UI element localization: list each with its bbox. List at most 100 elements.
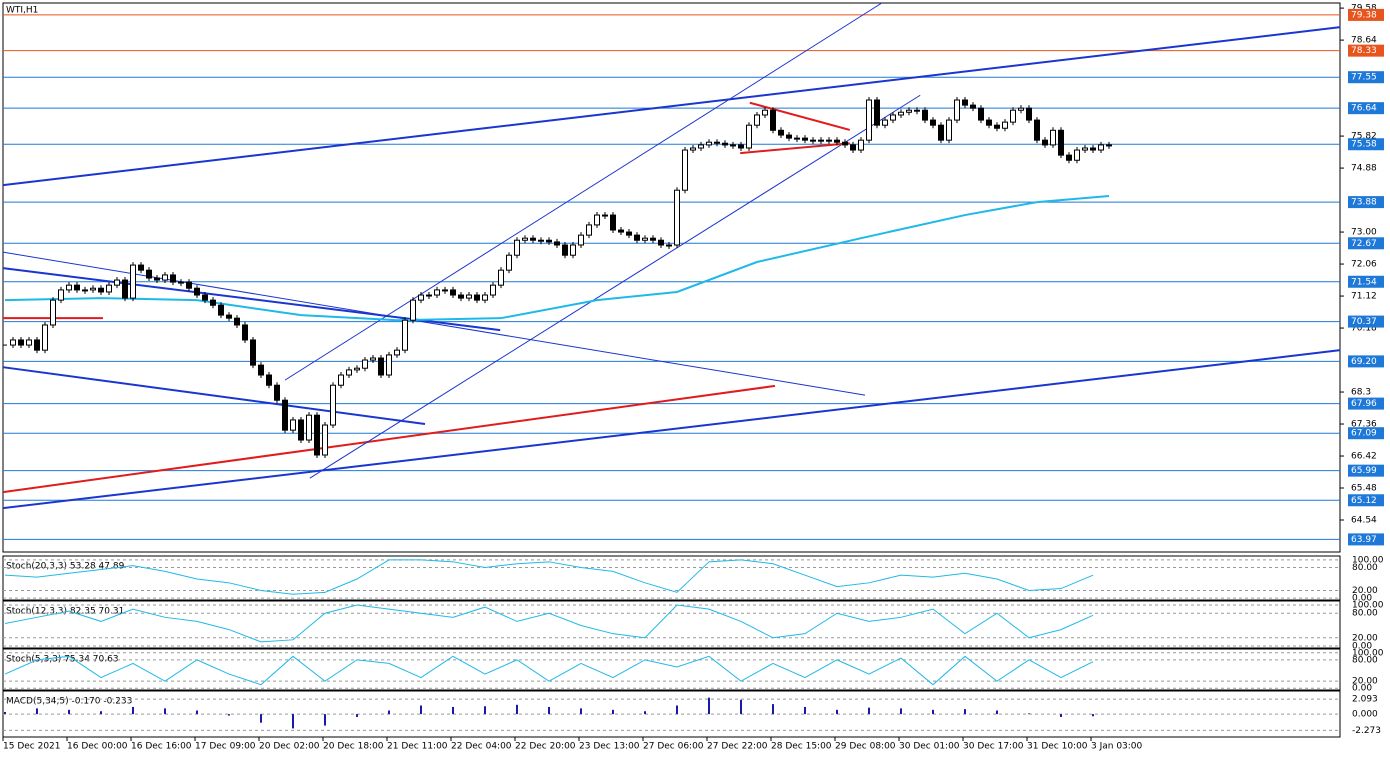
level-label: 65.99: [1351, 466, 1377, 476]
trend-line: [2, 26, 1341, 187]
candle: [218, 304, 224, 316]
candle: [866, 99, 872, 141]
level-tag: [1348, 44, 1384, 57]
panel-title: MACD(5,34,5) -0.170 -0.233: [6, 697, 132, 707]
candle: [434, 289, 440, 296]
x-tick-label: 22 Dec 04:00: [451, 742, 512, 752]
histogram-bar: [196, 710, 198, 715]
histogram-bar: [4, 711, 6, 715]
candle: [538, 239, 544, 242]
candle: [346, 369, 352, 376]
candle: [226, 314, 232, 319]
candle: [1034, 119, 1040, 141]
candle: [58, 289, 64, 301]
candle: [322, 424, 328, 456]
candle: [698, 144, 704, 149]
x-tick-label: 16 Dec 00:00: [67, 742, 128, 752]
level-tag: [1348, 8, 1384, 21]
x-tick-label: 20 Dec 18:00: [323, 742, 384, 752]
candle: [874, 99, 880, 126]
level-tag: [1348, 397, 1384, 410]
histogram-bar: [580, 708, 582, 715]
histogram-bar: [36, 708, 38, 715]
candle: [530, 237, 536, 241]
y-tick-label: 71.12: [1351, 292, 1377, 302]
candle: [138, 264, 144, 271]
candle: [362, 359, 368, 369]
candle: [394, 349, 400, 356]
candle: [818, 139, 824, 142]
x-tick-label: 21 Dec 11:00: [387, 742, 448, 752]
x-tick-label: 27 Dec 06:00: [643, 742, 704, 752]
x-tick-label: 29 Dec 08:00: [835, 742, 896, 752]
chart-title: WTI,H1: [6, 6, 38, 16]
histogram-bar: [420, 705, 422, 715]
candle: [610, 214, 616, 231]
candle: [746, 124, 752, 149]
trend-line: [309, 94, 921, 479]
x-tick-label: 22 Dec 20:00: [515, 742, 576, 752]
candle: [170, 274, 176, 283]
histogram-bar: [772, 704, 774, 715]
candle: [954, 99, 960, 121]
candle: [266, 374, 272, 386]
y-tick-label: 64.54: [1351, 516, 1377, 526]
panel-tick-label: 20.00: [1352, 633, 1378, 643]
candle: [282, 399, 288, 431]
histogram-bar: [676, 705, 678, 715]
oscillator-line: [4, 604, 1094, 643]
level-tag: [1348, 71, 1384, 84]
candle: [562, 244, 568, 256]
candle: [810, 139, 816, 142]
candle: [210, 299, 216, 306]
candle: [122, 279, 128, 299]
histogram-bar: [740, 699, 742, 715]
candle: [426, 294, 432, 297]
panel-tick-label: 0.000: [1352, 710, 1378, 720]
x-tick-label: 20 Dec 02:00: [259, 742, 320, 752]
candle: [154, 277, 160, 281]
y-tick-label: 70.18: [1351, 324, 1377, 334]
level-label: 79.38: [1351, 10, 1377, 20]
histogram-bar: [132, 706, 134, 715]
histogram-bar: [644, 711, 646, 715]
panel-tick-label: 80.00: [1352, 563, 1378, 573]
candle: [858, 139, 864, 151]
panel-frame: [2, 648, 1341, 691]
candle: [1026, 107, 1032, 121]
x-tick-label: 17 Dec 09:00: [195, 742, 256, 752]
level-tag: [1348, 275, 1384, 288]
histogram-bar: [324, 714, 326, 726]
candle: [330, 384, 336, 426]
candle: [498, 269, 504, 286]
panel-tick-label: 100.00: [1352, 555, 1384, 565]
candle: [274, 384, 280, 401]
y-tick-label: 78.64: [1351, 36, 1377, 46]
candle: [986, 119, 992, 126]
trend-line: [749, 101, 851, 131]
panel-tick-label: 80.00: [1352, 655, 1378, 665]
candle: [418, 294, 424, 301]
candle: [770, 109, 776, 131]
candle: [34, 339, 40, 351]
candle: [258, 364, 264, 376]
candle: [162, 274, 168, 281]
y-tick-label: 79.58: [1351, 4, 1377, 14]
oscillator-line: [4, 559, 1094, 595]
panel-frame: [2, 600, 1341, 649]
candle: [338, 374, 344, 386]
y-tick-label: 67.36: [1351, 420, 1377, 430]
trend-line: [2, 384, 776, 494]
moving-average: [4, 194, 1110, 322]
candle: [370, 357, 376, 361]
candle: [490, 284, 496, 296]
histogram-bar: [100, 711, 102, 715]
level-label: 67.96: [1351, 399, 1377, 409]
candle: [442, 289, 448, 292]
level-tag: [1348, 494, 1384, 507]
level-tag: [1348, 196, 1384, 209]
histogram-bar: [68, 709, 70, 715]
plot-frame: [2, 2, 1341, 553]
candle: [730, 144, 736, 147]
histogram-bar: [1028, 713, 1030, 715]
